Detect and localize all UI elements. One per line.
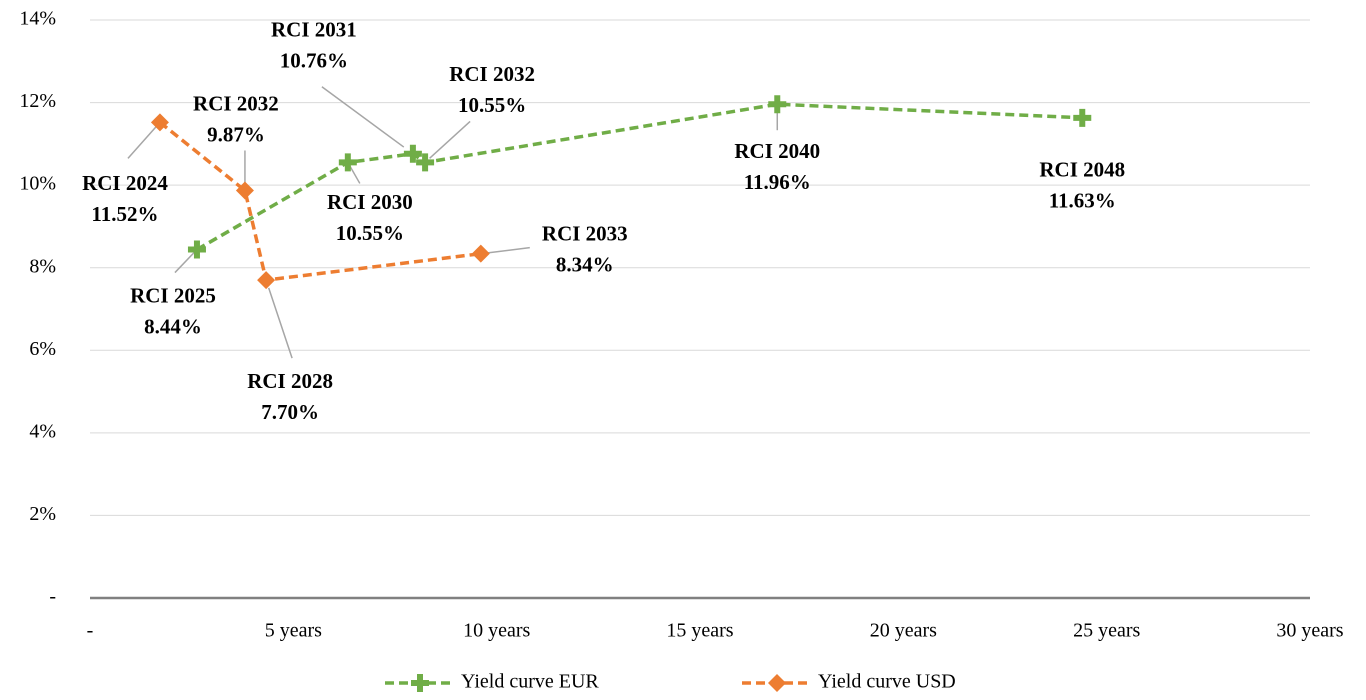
data-point [338, 153, 357, 172]
data-point [768, 95, 787, 114]
y-tick-label: 8% [29, 255, 56, 277]
point-label: RCI 2030 [327, 190, 413, 214]
data-point [1073, 108, 1092, 127]
legend-label: Yield curve EUR [461, 671, 599, 693]
data-point [416, 153, 435, 172]
data-label: 10.76% [280, 49, 348, 73]
x-tick-label: 5 years [265, 620, 322, 642]
x-tick-label: 10 years [463, 620, 530, 642]
data-point [471, 244, 490, 263]
x-tick-label: 15 years [666, 620, 733, 642]
y-tick-label: 12% [19, 90, 56, 112]
point-label: RCI 2025 [130, 283, 216, 307]
series-line [196, 102, 1083, 252]
y-tick-label: 6% [29, 338, 56, 360]
x-tick-label: 20 years [870, 620, 937, 642]
data-label: 8.34% [556, 252, 614, 276]
data-label: 11.63% [1049, 189, 1116, 213]
y-tick-label: 2% [29, 503, 56, 525]
leader-line [127, 125, 158, 159]
point-label: RCI 2032 [193, 91, 279, 115]
point-label: RCI 2033 [542, 221, 628, 245]
y-tick-label: 10% [19, 173, 56, 195]
point-label: RCI 2040 [734, 139, 820, 163]
data-label: 7.70% [261, 400, 319, 424]
legend-marker [768, 674, 786, 692]
data-label: 10.55% [458, 93, 526, 117]
x-tick-label: - [87, 620, 94, 642]
series-line [158, 121, 482, 283]
y-tick-label: 4% [29, 420, 56, 442]
data-label: 9.87% [207, 122, 265, 146]
legend-marker [411, 674, 429, 692]
leader-line [429, 120, 471, 159]
point-label: RCI 2048 [1039, 158, 1125, 182]
y-tick-label: - [49, 586, 56, 608]
leader-line [485, 246, 530, 254]
data-label: 11.52% [91, 202, 158, 226]
y-tick-label: 14% [19, 8, 56, 30]
x-tick-label: 30 years [1276, 620, 1343, 642]
data-point [235, 181, 254, 200]
data-point [150, 113, 169, 132]
data-point [403, 144, 422, 163]
data-label: 10.55% [336, 221, 404, 245]
point-label: RCI 2024 [82, 171, 168, 195]
leader-line [267, 287, 293, 359]
x-tick-label: 25 years [1073, 620, 1140, 642]
leader-line [321, 86, 405, 148]
data-label: 8.44% [144, 314, 202, 338]
data-point [187, 240, 206, 259]
data-point [257, 271, 276, 290]
point-label: RCI 2028 [247, 369, 333, 393]
legend-label: Yield curve USD [818, 671, 956, 693]
point-label: RCI 2032 [449, 62, 535, 86]
leader-line [174, 251, 196, 274]
data-label: 11.96% [744, 170, 811, 194]
point-label: RCI 2031 [271, 18, 357, 42]
